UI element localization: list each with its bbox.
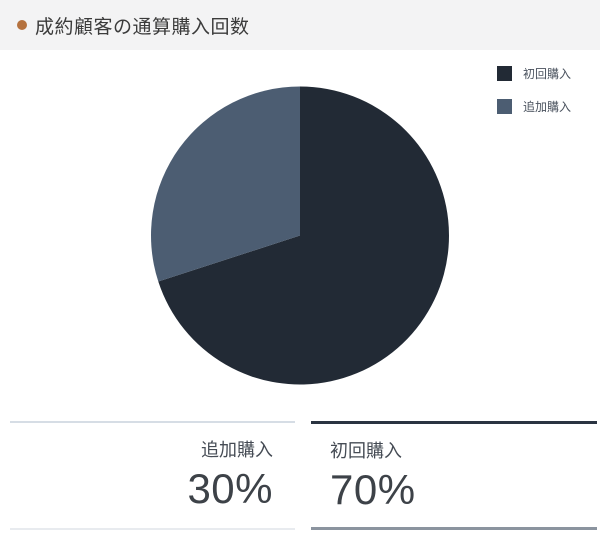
chart-title: 成約顧客の通算購入回数 xyxy=(35,17,250,38)
pie-slice-additional-purchase[interactable] xyxy=(150,86,300,282)
legend-swatch xyxy=(497,66,512,81)
stat-label: 追加購入 xyxy=(201,440,273,460)
stat-value: 30% xyxy=(187,465,273,512)
legend: 初回購入 追加購入 xyxy=(497,66,571,132)
legend-item[interactable]: 追加購入 xyxy=(497,99,571,114)
chart-header: 成約顧客の通算購入回数 xyxy=(0,0,600,50)
stat-block-first-purchase: 初回購入 70% xyxy=(311,421,597,530)
pie-slice-first-purchase[interactable] xyxy=(158,86,449,385)
legend-item[interactable]: 初回購入 xyxy=(497,66,571,81)
stat-block-additional-purchase: 追加購入 30% xyxy=(10,421,295,530)
bullet-icon xyxy=(17,20,27,30)
legend-label: 初回購入 xyxy=(523,67,572,81)
legend-swatch xyxy=(497,99,512,114)
stat-label: 初回購入 xyxy=(330,441,402,461)
legend-label: 追加購入 xyxy=(523,100,572,114)
stat-value: 70% xyxy=(330,466,416,513)
